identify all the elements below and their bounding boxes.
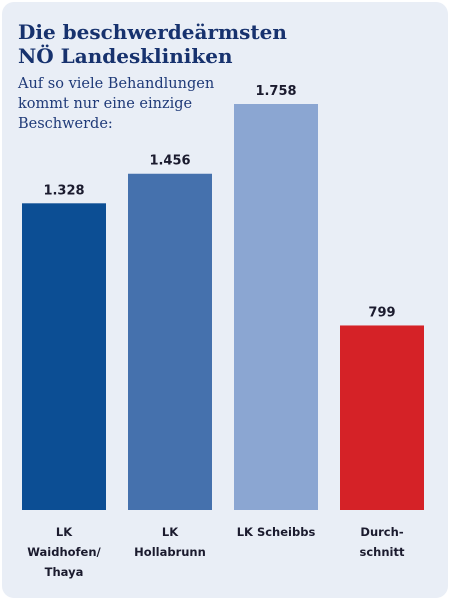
- bar-2: [234, 104, 318, 510]
- bar-value-label: 1.328: [43, 183, 84, 198]
- chart-subtitle-line: Beschwerde:: [18, 116, 113, 132]
- chart-title-line: Die beschwerdeärmsten: [18, 20, 287, 44]
- bar-value-label: 799: [368, 305, 395, 320]
- bar-0: [22, 203, 106, 510]
- bar-value-label: 1.758: [255, 84, 296, 99]
- category-label: LK: [162, 525, 179, 539]
- chart-title-line: NÖ Landeskliniken: [18, 44, 233, 68]
- chart-subtitle-line: Auf so viele Behandlungen: [18, 76, 215, 92]
- chart-subtitle: Auf so viele Behandlungen kommt nur eine…: [18, 74, 438, 134]
- bar-1: [128, 173, 212, 510]
- chart-subtitle-line: kommt nur eine einzige: [18, 96, 193, 112]
- category-label: LK Scheibbs: [237, 525, 316, 539]
- category-label: LK: [56, 525, 73, 539]
- chart-title: Die beschwerdeärmsten NÖ Landeskliniken: [18, 20, 438, 68]
- bar-value-label: 1.456: [149, 154, 190, 169]
- category-label: schnitt: [360, 545, 405, 559]
- category-label: Hollabrunn: [134, 545, 206, 559]
- category-label: Thaya: [45, 565, 84, 579]
- category-label: Waidhofen/: [27, 545, 101, 559]
- bar-3: [340, 325, 424, 510]
- category-label: Durch-: [360, 525, 403, 539]
